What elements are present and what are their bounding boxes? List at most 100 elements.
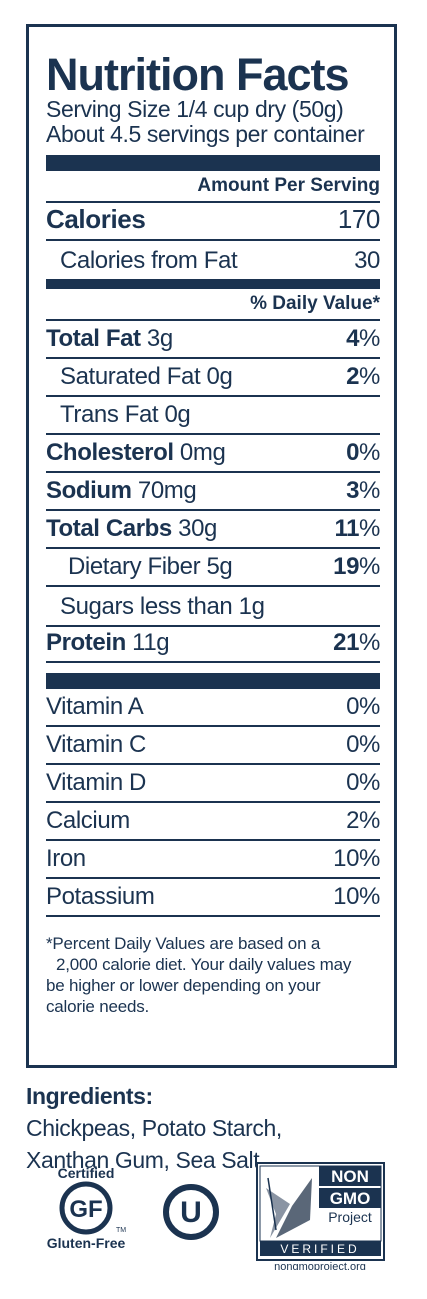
nutrient-row-total-carbs: Total Carbs 30g 11% [46,511,380,549]
gf-ring [59,1181,113,1235]
vitamin-value: 10% [333,883,380,910]
nutrient-dv-percent: % [359,553,380,580]
verified-bar [260,1241,381,1256]
ou-ring [163,1184,219,1240]
vitamin-value: 0% [346,731,380,758]
nutrient-dv-percent: % [359,477,380,504]
nutrition-facts-panel: Nutrition Facts Serving Size 1/4 cup dry… [26,24,397,1068]
nutrient-row-cholesterol: Cholesterol 0mg 0% [46,435,380,473]
footnote-line: be higher or lower depending on your [46,976,321,995]
vitamin-name: Vitamin D [46,769,146,796]
vitamin-value: 2% [346,807,380,834]
non-gmo-text-project: Project [328,1209,372,1225]
vitamin-name: Vitamin C [46,731,146,758]
vitamin-name: Potassium [46,883,155,910]
calories-from-fat-value: 30 [354,247,380,274]
non-gmo-badge-top [319,1166,381,1186]
non-gmo-badge-mid [319,1188,381,1208]
medium-divider [46,279,380,289]
daily-value-header: % Daily Value* [46,289,380,321]
nutrient-row-saturated-fat: Saturated Fat 0g 2% [46,359,380,397]
ingredients-heading: Ingredients: [26,1083,153,1109]
nutrient-row-sodium: Sodium 70mg 3% [46,473,380,511]
nutrient-row-protein: Protein 11g 21% [46,625,380,663]
calories-from-fat-row: Calories from Fat 30 [46,241,380,279]
nutrient-dv-number: 11 [334,515,360,542]
nutrient-amount: 0mg [179,439,226,466]
certified-gluten-free-icon: Certified GF TM Gluten-Free [47,1165,127,1251]
nutrient-name: Protein [46,629,126,656]
gf-bottom-text: Gluten-Free [47,1235,126,1251]
ou-mark: U [180,1196,202,1229]
nutrient-name: Saturated Fat [60,363,201,390]
nutrient-dv-number: 4 [346,325,360,352]
nutrient-row-sugars: Sugars less than 1g [46,587,380,625]
amount-per-serving-header: Amount Per Serving [46,171,380,203]
nutrient-dv-number: 2 [346,363,360,390]
nutrient-row-trans-fat: Trans Fat 0g [46,397,380,435]
vitamin-name: Iron [46,845,86,872]
vitamin-row: Vitamin D 0% [46,765,380,803]
thick-divider [46,673,380,689]
gf-mark: GF [69,1196,102,1223]
nutrient-row-total-fat: Total Fat 3g 4% [46,321,380,359]
nutrient-name: Sugars less than [60,593,233,620]
non-gmo-url: nongmoproject.org [274,1261,366,1270]
ingredients-line: Xanthan Gum, Sea Salt [26,1147,260,1173]
non-gmo-text-non: NON [331,1167,369,1186]
vitamin-row: Vitamin C 0% [46,727,380,765]
vitamin-row: Vitamin A 0% [46,689,380,727]
serving-size: Serving Size 1/4 cup dry (50g) [46,96,344,122]
vitamin-value: 0% [346,693,380,720]
nutrient-dv-percent: % [359,325,380,352]
nutrient-dv-percent: % [359,439,380,466]
nutrient-name: Total Fat [46,325,141,352]
nutrient-name: Total Carbs [46,515,172,542]
ingredients-statement: Ingredients: Chickpeas, Potato Starch, X… [26,1080,406,1176]
footnote-line: 2,000 calorie diet. Your daily values ma… [56,955,352,974]
nutrient-amount: 11g [132,629,170,656]
nutrient-name: Trans Fat [60,401,159,428]
non-gmo-verified-icon: NON GMO Project VERIFIED nongmoproject.o… [256,1162,385,1273]
nutrient-dv-number: 3 [346,477,360,504]
nutrient-dv-percent: % [359,515,380,542]
vitamin-row: Iron 10% [46,841,380,879]
thick-divider [46,155,380,171]
servings-per-container: About 4.5 servings per container [46,121,365,147]
nutrient-name: Cholesterol [46,439,174,466]
nutrient-row-dietary-fiber: Dietary Fiber 5g 19% [46,549,380,587]
nutrition-facts-content: Nutrition Facts Serving Size 1/4 cup dry… [46,27,380,1017]
nutrient-name: Sodium [46,477,132,504]
certification-logos-svg: Certified GF TM Gluten-Free U NON GMO Pr… [47,1162,385,1273]
vitamin-name: Calcium [46,807,130,834]
certification-logos: Certified GF TM Gluten-Free U NON GMO Pr… [0,1160,427,1273]
vitamin-name: Vitamin A [46,693,144,720]
daily-value-footnote: *Percent Daily Values are based on a 2,0… [46,933,380,1017]
vitamin-value: 10% [333,845,380,872]
nutrient-amount: 0g [206,363,233,390]
nutrient-dv-number: 19 [333,553,360,580]
nutrient-amount: 30g [178,515,217,542]
nutrient-amount: 3g [146,325,173,352]
nutrient-amount: 0g [164,401,191,428]
ingredients-line: Chickpeas, Potato Starch, [26,1115,282,1141]
nutrient-dv-percent: % [359,629,380,656]
nutrient-dv-number: 21 [333,629,360,656]
footnote-line: *Percent Daily Values are based on a [46,934,321,953]
nutrition-facts-title: Nutrition Facts [46,49,350,100]
vitamin-row: Potassium 10% [46,879,380,917]
vitamin-row: Calcium 2% [46,803,380,841]
nutrient-amount: 5g [206,553,233,580]
butterfly-icon [266,1177,312,1238]
non-gmo-verified-text: VERIFIED [280,1242,359,1256]
calories-label: Calories [46,204,146,234]
nutrient-amount: 1g [238,593,265,620]
calories-value: 170 [337,204,381,234]
footnote-line: calorie needs. [46,997,150,1016]
nutrient-amount: 70mg [137,477,197,504]
gf-top-text: Certified [58,1165,115,1181]
gf-trademark: TM [116,1227,126,1234]
calories-row: Calories 170 [46,203,380,241]
non-gmo-text-gmo: GMO [330,1189,371,1208]
nutrient-name: Dietary Fiber [68,553,201,580]
